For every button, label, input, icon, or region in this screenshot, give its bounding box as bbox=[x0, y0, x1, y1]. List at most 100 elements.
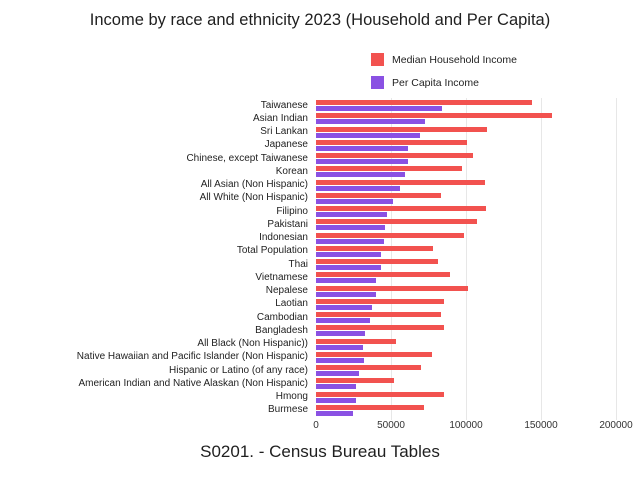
category-label: American Indian and Native Alaskan (Non … bbox=[78, 377, 308, 389]
per-capita-income-bar bbox=[316, 384, 356, 390]
per-capita-income-bar bbox=[316, 331, 365, 337]
bar-group bbox=[316, 365, 616, 377]
gridline bbox=[466, 98, 467, 420]
bar-group bbox=[316, 232, 616, 244]
chart-row: Korean bbox=[0, 165, 616, 178]
median-household-income-bar bbox=[316, 365, 421, 371]
chart-row: Indonesian bbox=[0, 232, 616, 245]
per-capita-income-bar bbox=[316, 185, 400, 191]
bar-group bbox=[316, 153, 616, 165]
bar-group bbox=[316, 272, 616, 284]
legend-swatch bbox=[371, 53, 384, 66]
chart-row: Nepalese bbox=[0, 285, 616, 298]
chart-row: All Black (Non Hispanic)) bbox=[0, 338, 616, 351]
legend-label: Per Capita Income bbox=[392, 76, 479, 89]
bar-group bbox=[316, 259, 616, 271]
category-label: Bangladesh bbox=[255, 324, 308, 336]
median-household-income-bar bbox=[316, 338, 397, 344]
median-household-income-bar bbox=[316, 351, 433, 357]
chart-row: Asian Indian bbox=[0, 112, 616, 125]
median-household-income-bar bbox=[316, 245, 433, 251]
per-capita-income-bar bbox=[316, 410, 353, 416]
x-tick-label: 100000 bbox=[449, 420, 483, 431]
median-household-income-bar bbox=[316, 100, 532, 106]
median-household-income-bar bbox=[316, 391, 444, 397]
per-capita-income-bar bbox=[316, 238, 384, 244]
per-capita-income-bar bbox=[316, 132, 421, 138]
per-capita-income-bar bbox=[316, 397, 356, 403]
bar-group bbox=[316, 166, 616, 178]
chart-row: Laotian bbox=[0, 298, 616, 311]
chart-row: Bangladesh bbox=[0, 324, 616, 337]
legend-item: Per Capita Income bbox=[371, 76, 517, 89]
chart-row: Pakistani bbox=[0, 218, 616, 231]
median-household-income-bar bbox=[316, 285, 469, 291]
category-label: Vietnamese bbox=[255, 271, 308, 283]
chart-row: Hispanic or Latino (of any race) bbox=[0, 364, 616, 377]
median-household-income-bar bbox=[316, 153, 473, 159]
median-household-income-bar bbox=[316, 404, 424, 410]
median-household-income-bar bbox=[316, 325, 444, 331]
per-capita-income-bar bbox=[316, 119, 425, 125]
category-label: Hispanic or Latino (of any race) bbox=[169, 364, 308, 376]
bar-group bbox=[316, 139, 616, 151]
category-label: Hmong bbox=[275, 391, 308, 403]
bar-group bbox=[316, 404, 616, 416]
chart-row: Thai bbox=[0, 258, 616, 271]
per-capita-income-bar bbox=[316, 251, 382, 257]
per-capita-income-bar bbox=[316, 371, 359, 377]
x-tick-label: 150000 bbox=[524, 420, 558, 431]
bar-group bbox=[316, 126, 616, 138]
per-capita-income-bar bbox=[316, 278, 376, 284]
chart-row: Filipino bbox=[0, 205, 616, 218]
median-household-income-bar bbox=[316, 232, 464, 238]
median-household-income-bar bbox=[316, 192, 442, 198]
bar-group bbox=[316, 312, 616, 324]
chart-row: Japanese bbox=[0, 139, 616, 152]
bar-group bbox=[316, 338, 616, 350]
median-household-income-bar bbox=[316, 166, 463, 172]
median-household-income-bar bbox=[316, 139, 467, 145]
category-label: Total Population bbox=[236, 245, 308, 257]
median-household-income-bar bbox=[316, 206, 486, 212]
bar-group bbox=[316, 378, 616, 390]
x-tick-label: 50000 bbox=[377, 420, 405, 431]
legend-swatch bbox=[371, 76, 384, 89]
category-label: All Black (Non Hispanic)) bbox=[197, 338, 308, 350]
category-label: Laotian bbox=[275, 298, 308, 310]
per-capita-income-bar bbox=[316, 145, 409, 151]
median-household-income-bar bbox=[316, 312, 442, 318]
median-household-income-bar bbox=[316, 272, 450, 278]
chart-row: Hmong bbox=[0, 391, 616, 404]
x-axis-ticks: 0 50000 100000 150000 200000 bbox=[313, 420, 632, 434]
per-capita-income-bar bbox=[316, 159, 408, 165]
chart-rows: Taiwanese Asian Indian Sri Lankan Japanese C… bbox=[0, 99, 616, 417]
chart-row: All White (Non Hispanic) bbox=[0, 192, 616, 205]
per-capita-income-bar bbox=[316, 225, 385, 231]
bar-group bbox=[316, 206, 616, 218]
median-household-income-bar bbox=[316, 298, 445, 304]
gridline bbox=[391, 98, 392, 420]
legend-label: Median Household Income bbox=[392, 53, 517, 66]
chart-title: Income by race and ethnicity 2023 (House… bbox=[89, 11, 551, 29]
category-label: Sri Lankan bbox=[260, 126, 308, 138]
per-capita-income-bar bbox=[316, 265, 381, 271]
per-capita-income-bar bbox=[316, 172, 405, 178]
chart-row: Sri Lankan bbox=[0, 126, 616, 139]
x-tick-label: 0 bbox=[313, 420, 319, 431]
bar-group bbox=[316, 219, 616, 231]
bar-group bbox=[316, 391, 616, 403]
bar-group bbox=[316, 100, 616, 112]
category-label: Japanese bbox=[264, 139, 308, 151]
category-label: Chinese, except Taiwanese bbox=[186, 152, 308, 164]
median-household-income-bar bbox=[316, 219, 477, 225]
chart-row: Vietnamese bbox=[0, 271, 616, 284]
bar-group bbox=[316, 113, 616, 125]
bar-group bbox=[316, 245, 616, 257]
chart-row: Cambodian bbox=[0, 311, 616, 324]
category-label: Burmese bbox=[267, 404, 308, 416]
per-capita-income-bar bbox=[316, 357, 364, 363]
per-capita-income-bar bbox=[316, 291, 376, 297]
bar-group bbox=[316, 179, 616, 191]
legend: Median Household Income Per Capita Income bbox=[371, 53, 517, 89]
